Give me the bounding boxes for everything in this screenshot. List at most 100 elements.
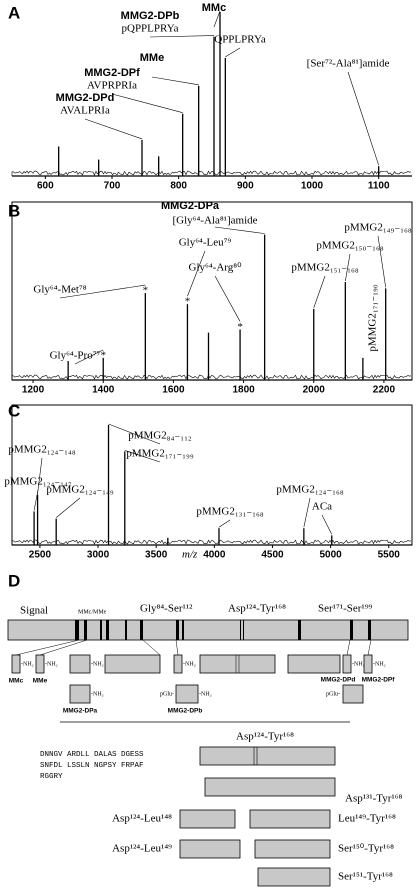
x-tick-label: 5500	[378, 550, 401, 561]
x-tick-label: 1200	[22, 385, 45, 396]
peak-label: pMMG2₁₅₁₋₁₆₈	[291, 262, 358, 274]
fragment-title: Asp¹²⁴-Tyr¹⁶⁸	[236, 731, 294, 743]
nh2-label: -NH₂	[45, 661, 58, 667]
x-axis-label: m/z	[182, 549, 198, 561]
fragment-label: Asp¹²⁴-Leu¹⁴⁹	[112, 843, 172, 855]
fragment-box	[204, 777, 336, 797]
peak-label: pMMG2₁₄₉₋₁₆₈	[344, 222, 411, 234]
panel-d: D Signal MMc/MMe Gly⁸⁴-Ser¹¹² Asp¹²⁴-Tyr…	[7, 571, 409, 887]
region-label: Gly⁸⁴-Ser¹¹²	[140, 603, 193, 615]
x-tick-label: 3000	[87, 550, 110, 561]
region-label: Asp¹²⁴-Tyr¹⁶⁸	[228, 603, 286, 615]
leader-line	[74, 349, 104, 365]
fragment-label: Asp¹³¹-Tyr¹⁶⁸	[345, 793, 403, 805]
x-tick-label: 800	[170, 181, 187, 192]
leader-line	[345, 253, 351, 282]
leader-line	[321, 514, 333, 535]
fragment-label: Leu¹⁴⁹-Tyr¹⁶⁸	[338, 813, 396, 825]
leader-line	[213, 10, 221, 28]
peak-label: pMMG2₁₇₁₋₁₉₉	[126, 448, 193, 460]
leader-line	[187, 250, 206, 297]
fragment-box	[257, 867, 331, 887]
peptide-boxes	[11, 639, 373, 704]
baseline-noise	[11, 170, 412, 176]
leader-line	[225, 47, 241, 58]
peak-label: Gly⁶⁴-Arg⁸⁰	[189, 262, 243, 274]
x-tick-label: 700	[104, 181, 121, 192]
leader-line	[151, 76, 199, 86]
peak-label: AVPRPRIa	[87, 80, 137, 92]
peak-name: MMc	[202, 2, 226, 14]
cleavage-sites	[75, 620, 371, 640]
x-tick-label: 3500	[145, 550, 168, 561]
fragment-box	[249, 809, 331, 829]
pglu-label: pGlu-	[326, 691, 340, 697]
leader-line	[124, 450, 161, 463]
nh2-label: -NH₂	[91, 661, 104, 667]
peak-mark: *	[237, 321, 243, 333]
fragment-label: Ser¹⁵⁰-Tyr¹⁶⁸	[338, 843, 394, 855]
peak-label: pMMG2₁₂₄₋₁₆₈	[276, 484, 343, 496]
sequence: DNNGV ARDLL DALAS DGESS	[40, 751, 144, 759]
x-tick-label: 2200	[373, 385, 396, 396]
x-tick-label: 600	[37, 181, 54, 192]
region-label: Ser¹⁷¹-Ser¹⁹⁹	[318, 603, 373, 615]
x-tick-label: 1800	[232, 385, 255, 396]
leader-line	[313, 275, 326, 308]
fragment-label: Ser¹⁵¹-Tyr¹⁶⁸	[338, 871, 393, 883]
nh2-label: -NH₂	[352, 661, 365, 667]
peptide-label: MMG2-DPd	[321, 677, 356, 684]
precursor-bar	[7, 619, 409, 641]
fragment-box	[254, 839, 331, 859]
leader-line	[214, 226, 265, 234]
peak-label: pMMG2₈₄₋₁₁₂	[128, 430, 192, 442]
peak-name: MMG2-DPd	[56, 92, 115, 104]
peak-label: QPPLPRYa	[214, 34, 266, 46]
fragment-label: Asp¹²⁴-Leu¹⁴⁸	[112, 813, 172, 825]
peak-name: MMG2-DPf	[84, 67, 140, 79]
x-tick-label: 4500	[261, 550, 284, 561]
peptide-label: MMG2-DPa	[63, 708, 98, 715]
peak-label: Gly⁶⁴-Pro⁷⁷	[50, 350, 101, 362]
nh2-label: -NH₂	[91, 691, 104, 697]
fragment-box	[199, 746, 336, 766]
baseline-noise	[11, 374, 412, 380]
peak-mark: *	[100, 349, 106, 361]
x-tick-label: 1000	[301, 181, 324, 192]
x-tick-label: 5000	[319, 550, 342, 561]
peak-label: pMMG2₁₂₄₋₁₄₈	[8, 444, 75, 456]
peptide-label: MMc	[9, 678, 24, 685]
leader-line	[214, 275, 241, 322]
region-label: MMc/MMe	[78, 609, 107, 615]
nh2-label: -NH₂	[183, 661, 196, 667]
panel-letter: B	[8, 201, 20, 220]
peak-label: pMMG2₁₅₀₋₁₆₈	[316, 240, 383, 252]
leader-line	[84, 118, 143, 140]
baseline-noise	[11, 539, 412, 545]
plot-frame	[11, 404, 413, 546]
peak-label: pMMG2₁₂₄₋₁₄₇	[4, 476, 71, 488]
leader-line	[37, 457, 43, 494]
sequence: RGGRY	[40, 773, 63, 781]
peptide-label: MMG2-DPf	[362, 677, 396, 684]
peak-name: MMG2-DPa	[161, 200, 220, 212]
x-tick-label: 4000	[203, 550, 226, 561]
peak-label: [Gly⁶⁴-Ala⁸¹]amide	[172, 215, 257, 227]
peak-label: AVALPRIa	[60, 105, 110, 117]
leader-line	[111, 93, 183, 113]
peak-name: MMG2-DPb	[121, 10, 180, 22]
leader-line	[218, 519, 231, 528]
peak-label: Gly⁶⁴-Leu⁷⁹	[179, 237, 232, 249]
peak-label: pMMG2₁₇₁₋₁₉₀	[367, 284, 379, 351]
fragment-box	[179, 809, 236, 829]
x-tick-label: 2000	[303, 385, 326, 396]
leader-line	[347, 71, 379, 166]
leader-line	[59, 284, 146, 299]
nh2-label: -NH₂	[21, 661, 34, 667]
nh2-label: -NH₂	[199, 691, 212, 697]
leader-line	[55, 497, 81, 518]
peak-mark: *	[143, 285, 149, 297]
peak-label: pQPPLPRYa	[122, 23, 179, 35]
peak-label: Gly⁶⁴-Met⁷⁸	[33, 284, 86, 296]
